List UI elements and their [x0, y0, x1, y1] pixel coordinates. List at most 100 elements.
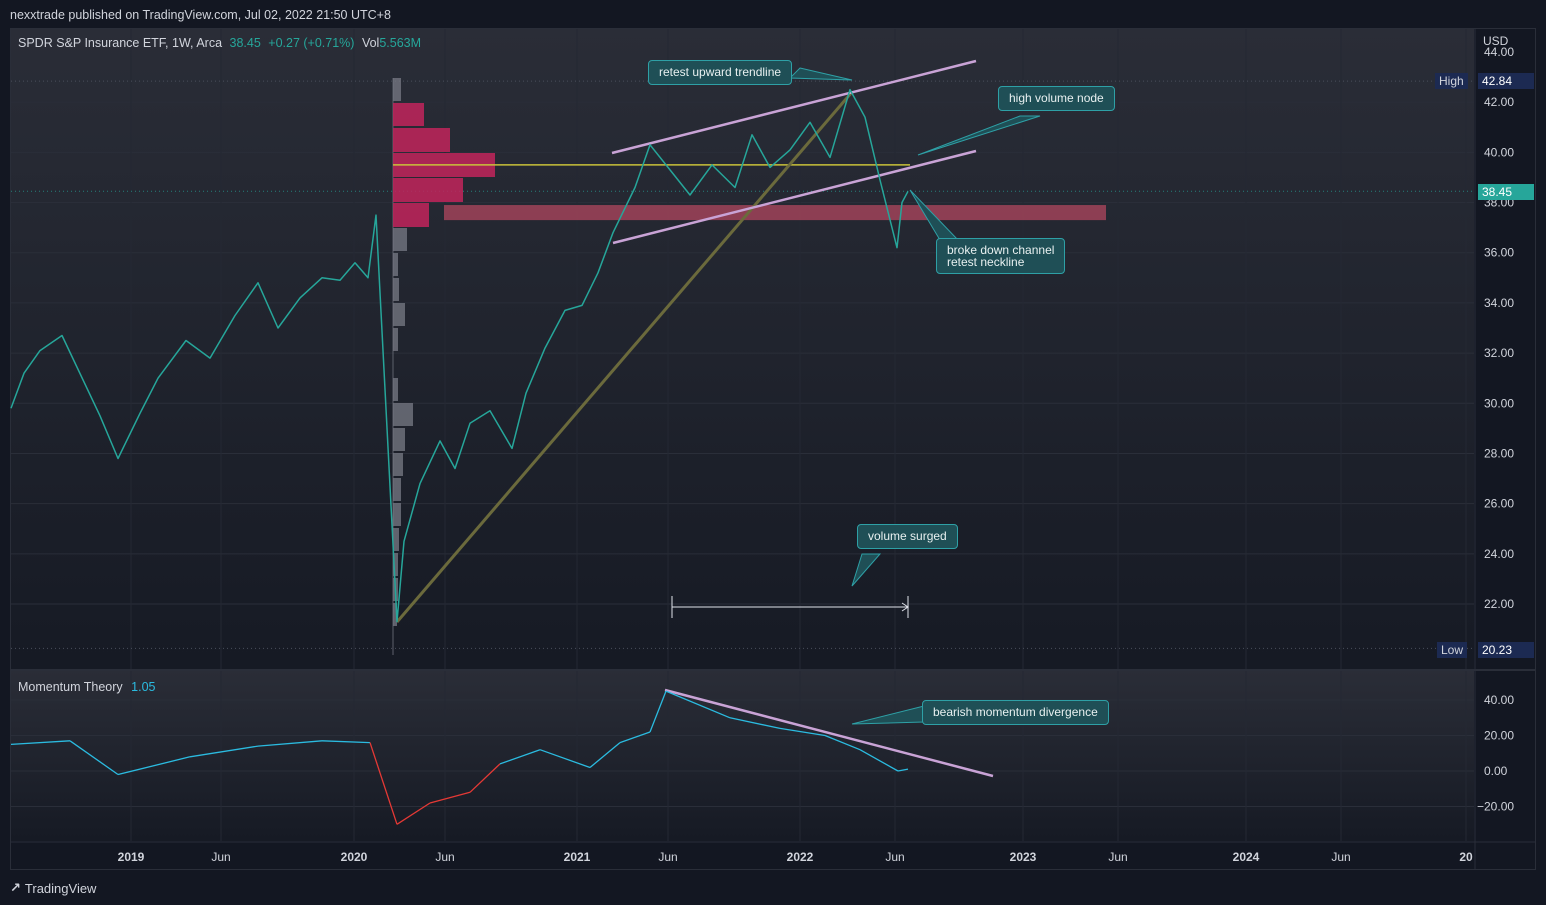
volume-profile-bar [393, 278, 399, 301]
volume-profile-bar [393, 503, 401, 526]
time-tick-label: 2022 [787, 850, 814, 864]
momentum-segment [69, 740, 119, 776]
momentum-segment [649, 690, 667, 733]
channel-lower-line [612, 149, 977, 245]
volume-profile-bar [393, 328, 398, 351]
grid-lines [11, 29, 1474, 841]
last-price: 38.45 [229, 36, 261, 50]
price-axis: 44.0042.0040.0038.0036.0034.0032.0030.00… [1484, 45, 1514, 611]
volume-profile-bar [393, 253, 398, 276]
tradingview-footer[interactable]: ↗ TradingView [10, 880, 96, 896]
indicator-legend[interactable]: Momentum Theory 1.05 [18, 680, 156, 694]
momentum-segment [469, 763, 501, 793]
volume-profile-bar [393, 78, 401, 101]
time-tick-label: Jun [1108, 850, 1127, 864]
momentum-series [10, 690, 909, 825]
momentum-pane-bg [11, 671, 1474, 841]
price-pane-bg [11, 29, 1474, 669]
price-tick-label: 26.00 [1484, 497, 1514, 511]
time-tick-label: Jun [435, 850, 454, 864]
price-tick-label: 40.00 [1484, 145, 1514, 159]
date-range-arrow [901, 602, 909, 612]
price-change: +0.27 (+0.71%) [268, 36, 355, 50]
momentum-segment [619, 731, 651, 744]
note-retest-trendline[interactable]: retest upward trendline [648, 60, 793, 85]
time-tick-label: Jun [1331, 850, 1350, 864]
volume-profile-bar [393, 178, 463, 202]
time-tick-label: Jun [885, 850, 904, 864]
low-value-tag: 20.23 [1478, 642, 1534, 658]
momentum-divergence-line [664, 688, 994, 778]
volume-profile-bar [393, 103, 424, 126]
momentum-segment [117, 756, 191, 776]
volume-profile-bar [393, 128, 450, 152]
volume-profile-bar [393, 553, 398, 576]
volume-profile-bar [393, 428, 405, 451]
tradingview-brand: TradingView [24, 880, 97, 896]
symbol-name: SPDR S&P Insurance ETF, 1W, Arca [18, 36, 223, 50]
volume-label: Vol [361, 36, 380, 50]
volume-profile-bar [393, 478, 401, 501]
callout-pointer [788, 67, 853, 81]
price-tick-label: 44.00 [1484, 45, 1514, 59]
note-volume-surged[interactable]: volume surged [857, 524, 958, 549]
price-tick-label: 24.00 [1484, 547, 1514, 561]
volume-profile-bar [393, 378, 398, 401]
volume-profile [392, 78, 495, 655]
indicator-name: Momentum Theory [18, 680, 123, 694]
volume-profile-bar [393, 453, 403, 476]
momentum-segment [665, 690, 731, 719]
volume-profile-bar [393, 303, 405, 326]
momentum-segment [369, 742, 398, 825]
momentum-segment [429, 791, 471, 804]
note-bearish-divergence[interactable]: bearish momentum divergence [922, 700, 1109, 725]
price-series [10, 88, 909, 623]
currency-label: USD [1483, 34, 1509, 48]
volume-value: 5.563M [379, 36, 422, 50]
momentum-segment [824, 734, 861, 751]
time-tick-label: 2024 [1233, 850, 1260, 864]
price-tick-label: 36.00 [1484, 246, 1514, 260]
channel-upper-line [611, 59, 977, 155]
last-price-tag: 38.45 [1478, 184, 1534, 200]
momentum-segment [897, 768, 909, 772]
upward-trendline [395, 91, 854, 623]
symbol-legend[interactable]: SPDR S&P Insurance ETF, 1W, Arca 38.45 +… [18, 36, 421, 50]
momentum-segment [396, 802, 431, 825]
momentum-segment [321, 740, 371, 744]
momentum-segment [539, 749, 591, 769]
note-high-volume-node[interactable]: high volume node [998, 86, 1115, 111]
momentum-segment [10, 740, 71, 746]
indicator-value: 1.05 [131, 680, 156, 694]
chart-frame [10, 28, 1536, 870]
momentum-segment [729, 717, 781, 730]
time-tick-label: Jun [211, 850, 230, 864]
time-tick-label: Jun [658, 850, 677, 864]
tradingview-logo-icon: ↗ [10, 880, 21, 895]
time-tick-label: 2020 [341, 850, 368, 864]
note-broke-down-channel[interactable]: broke down channel retest neckline [936, 238, 1066, 274]
callout-pointer [851, 553, 882, 587]
momentum-tick-label: −20.00 [1477, 800, 1514, 814]
volume-profile-bar [393, 203, 429, 227]
price-tick-label: 22.00 [1484, 597, 1514, 611]
time-tick-label: 20 [1459, 850, 1473, 864]
high-volume-zone [444, 205, 1106, 221]
high-label-tag: High [1435, 73, 1468, 89]
momentum-tick-label: 0.00 [1484, 764, 1508, 778]
time-tick-label: 2021 [564, 850, 591, 864]
price-tick-label: 28.00 [1484, 446, 1514, 460]
momentum-segment [589, 742, 621, 769]
chart-drawings [393, 59, 1106, 778]
publisher-header: nexxtrade published on TradingView.com, … [10, 8, 391, 22]
volume-profile-bar [393, 228, 407, 251]
price-tick-label: 34.00 [1484, 296, 1514, 310]
time-tick-label: 2019 [118, 850, 145, 864]
time-axis: 2019 Jun 2020 Jun 2021 Jun 2022 Jun 2023 Jun 2024 J… [118, 850, 1473, 864]
volume-profile-bar [393, 603, 397, 626]
low-label-tag: Low [1437, 642, 1468, 658]
momentum-axis: 40.00 20.00 0.00 −20.00 [1477, 693, 1514, 814]
momentum-segment [257, 740, 323, 747]
price-tick-label: 42.00 [1484, 95, 1514, 109]
